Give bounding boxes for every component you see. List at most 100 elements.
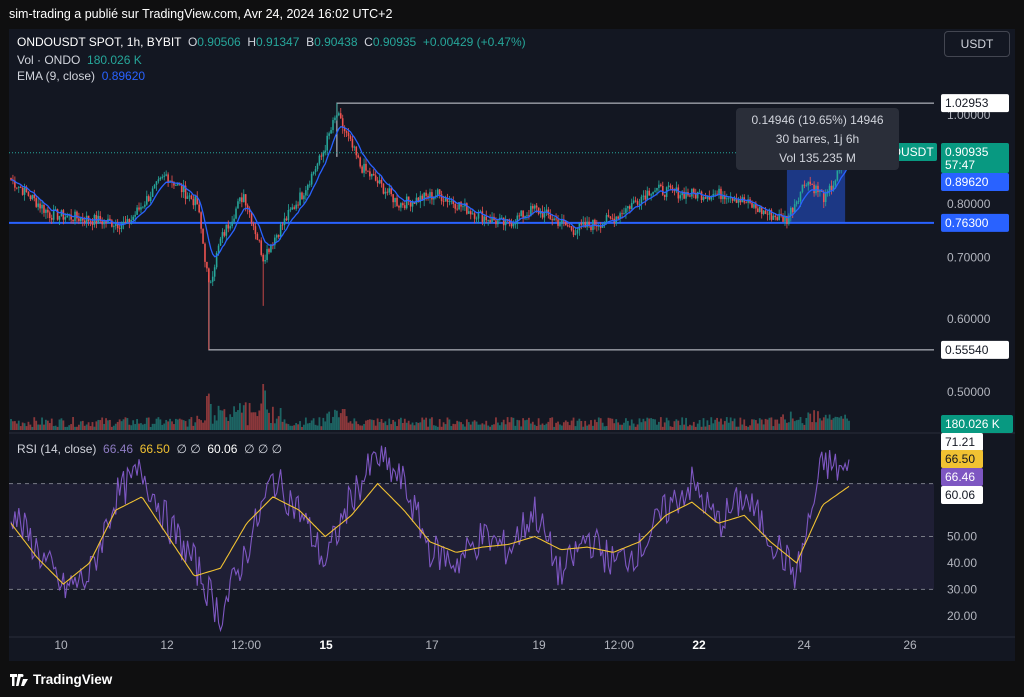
- candle-body: [111, 220, 113, 227]
- candle-body: [48, 212, 51, 219]
- volume-bar: [165, 419, 168, 430]
- chart-frame[interactable]: 1.00000 0.80000 0.70000 0.60000 0.50000 1.029…: [9, 29, 1015, 661]
- volume-bar: [780, 416, 783, 430]
- volume-bar: [578, 418, 581, 430]
- candle-body: [448, 201, 451, 203]
- candle-body: [535, 205, 538, 208]
- x-tick-label: 15: [319, 638, 333, 652]
- candle-body: [603, 223, 606, 224]
- volume-bar: [500, 422, 503, 430]
- candle-body: [72, 219, 74, 222]
- candle-body: [241, 197, 243, 203]
- volume-bar: [607, 417, 610, 430]
- volume-bar: [209, 403, 212, 430]
- countdown-label: 57:47: [945, 158, 975, 172]
- volume-bar: [638, 418, 641, 430]
- candle-body: [384, 191, 387, 194]
- volume-bar: [807, 412, 810, 430]
- volume-bar: [91, 422, 94, 430]
- candle-body: [611, 218, 614, 220]
- candle-body: [142, 206, 144, 208]
- candle-body: [537, 207, 540, 214]
- candle-body: [336, 115, 338, 118]
- volume-label-badge: 180.026 K: [945, 417, 1000, 431]
- x-tick-label: 24: [797, 638, 811, 652]
- candle-body: [365, 163, 367, 171]
- rsi-ma-value: 66.50: [139, 442, 170, 456]
- volume-bar: [448, 419, 451, 430]
- candle-body: [262, 254, 264, 262]
- volume-bar: [256, 416, 259, 430]
- volume-bar: [609, 418, 612, 430]
- candle-body: [489, 220, 491, 223]
- rsi-upper-label: 71.21: [945, 435, 975, 449]
- volume-bar: [70, 424, 73, 430]
- volume-bar: [19, 426, 22, 430]
- candle-body: [790, 207, 792, 216]
- volume-bar: [349, 421, 352, 430]
- candle-body: [456, 208, 458, 210]
- volume-bar: [469, 424, 472, 430]
- candle-body: [526, 215, 528, 217]
- volume-bar: [242, 405, 245, 430]
- volume-bar: [58, 419, 61, 430]
- volume-bar: [462, 424, 464, 430]
- candle-body: [407, 196, 410, 202]
- volume-bar: [347, 422, 350, 430]
- volume-bar: [231, 416, 234, 430]
- candle-body: [382, 183, 385, 194]
- rsi-ma-label-bg: [941, 450, 983, 468]
- candle-body: [392, 194, 394, 203]
- candle-body: [390, 188, 393, 195]
- candle-body: [652, 191, 654, 195]
- volume-bar: [204, 420, 206, 430]
- price-tick-label: 0.70000: [947, 250, 991, 264]
- candle-body: [305, 190, 307, 196]
- volume-bar: [617, 422, 620, 430]
- volume-bar: [673, 421, 676, 430]
- ema-legend: EMA (9, close) 0.89620: [17, 69, 145, 83]
- candle-body: [394, 197, 396, 203]
- volume-bar: [803, 424, 806, 430]
- volume-bar: [832, 418, 835, 430]
- volume-bar: [570, 420, 573, 430]
- candle-body: [173, 182, 175, 186]
- volume-bar: [663, 422, 666, 430]
- candle-body: [720, 188, 722, 200]
- ema-value: 0.89620: [101, 69, 146, 83]
- volume-bar: [681, 417, 684, 430]
- volume-bar: [351, 423, 354, 430]
- volume-bar: [593, 419, 596, 430]
- currency-button[interactable]: USDT: [944, 31, 1010, 57]
- candle-body: [244, 194, 247, 206]
- volume-bar: [219, 410, 222, 430]
- candle-body: [268, 249, 270, 253]
- volume-bar: [442, 422, 445, 430]
- candle-body: [745, 202, 747, 204]
- volume-bar: [337, 417, 340, 430]
- volume-bar: [370, 419, 373, 430]
- volume-bar: [223, 409, 226, 430]
- candle-body: [165, 174, 167, 176]
- x-tick-label: 12:00: [231, 638, 261, 652]
- high-label: H: [247, 35, 257, 49]
- candle-body: [310, 173, 313, 185]
- candle-body: [836, 170, 839, 181]
- volume-bar: [659, 417, 662, 430]
- candle-body: [438, 189, 441, 195]
- chart-canvas[interactable]: 1.000000.800000.700000.600000.500001.029…: [9, 29, 1015, 661]
- candle-body: [803, 184, 806, 186]
- volume-bar: [374, 425, 377, 430]
- volume-bar: [390, 424, 393, 430]
- volume-bar: [126, 418, 129, 430]
- volume-bar: [134, 424, 137, 430]
- volume-bar: [140, 423, 142, 430]
- volume-bar: [293, 425, 296, 430]
- candle-body: [782, 215, 784, 222]
- candle-body: [200, 212, 202, 229]
- volume-bar: [182, 420, 185, 430]
- candle-body: [386, 191, 389, 193]
- volume-bar: [427, 426, 429, 430]
- candle-body: [357, 155, 360, 158]
- volume-bar: [37, 424, 40, 430]
